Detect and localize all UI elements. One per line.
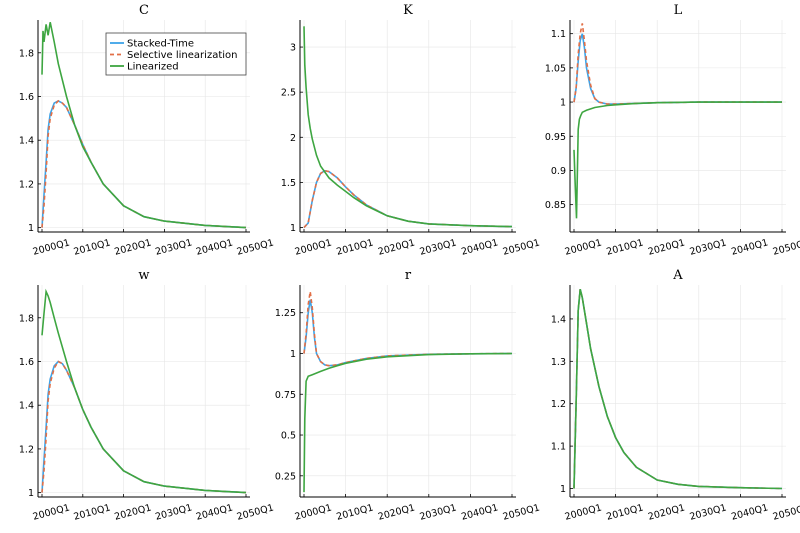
x-tick-label: 2010Q1 <box>73 502 112 522</box>
x-tick-label: 2020Q1 <box>647 502 686 522</box>
y-tick-label: 1.3 <box>551 357 566 368</box>
panel-title: L <box>674 3 683 18</box>
y-tick-label: 1.4 <box>19 136 34 147</box>
x-tick-label: 2020Q1 <box>377 502 416 522</box>
series-line-selective-linearization <box>303 291 513 367</box>
y-tick-label: 1.4 <box>551 314 566 325</box>
series-line-linearized <box>573 289 783 490</box>
legend-entry: Stacked-Time <box>127 39 194 50</box>
x-tick-label: 2050Q1 <box>772 237 800 257</box>
y-tick-label: 1 <box>290 223 296 234</box>
x-tick-label: 2040Q1 <box>730 237 769 257</box>
y-tick-label: 1.2 <box>551 399 566 410</box>
x-tick-label: 2000Q1 <box>564 502 603 522</box>
x-tick-label: 2000Q1 <box>32 502 71 522</box>
y-tick-label: 2.5 <box>281 88 296 99</box>
series-line-linearized <box>573 101 782 219</box>
x-tick-label: 2010Q1 <box>605 237 644 257</box>
y-tick-label: 1.8 <box>19 313 34 324</box>
y-tick-label: 1.05 <box>545 63 566 74</box>
y-tick-label: 1 <box>28 223 34 234</box>
panel-title: w <box>138 268 149 283</box>
panel-title: K <box>403 3 413 18</box>
x-tick-label: 2000Q1 <box>564 237 603 257</box>
x-tick-label: 2040Q1 <box>460 237 499 257</box>
y-tick-label: 1.25 <box>275 308 296 319</box>
x-tick-label: 2020Q1 <box>113 237 152 257</box>
x-tick-label: 2050Q1 <box>236 502 275 522</box>
panel-title: r <box>405 268 412 283</box>
x-tick-label: 2040Q1 <box>460 502 499 522</box>
x-tick-label: 2030Q1 <box>154 502 193 522</box>
x-tick-label: 2020Q1 <box>647 237 686 257</box>
x-tick-label: 2040Q1 <box>195 237 234 257</box>
x-tick-label: 2010Q1 <box>605 502 644 522</box>
y-tick-label: 1.1 <box>551 29 566 40</box>
panel-title: C <box>139 3 149 18</box>
x-tick-label: 2050Q1 <box>236 237 275 257</box>
y-tick-label: 1 <box>560 484 566 495</box>
legend-entry: Linearized <box>127 62 179 73</box>
y-tick-label: 1.8 <box>19 48 34 59</box>
x-tick-label: 2000Q1 <box>32 237 71 257</box>
x-tick-label: 2040Q1 <box>195 502 234 522</box>
x-tick-label: 2030Q1 <box>419 502 458 522</box>
y-tick-label: 1.1 <box>551 442 566 453</box>
panel-r: r 0.25 0.5 0.75 1 1.25 2000Q1 2010Q1 2020Q1 2030Q… <box>275 268 541 523</box>
x-tick-label: 2030Q1 <box>689 237 728 257</box>
series-line-linearized <box>303 352 513 493</box>
series-line-selective-linearization <box>303 169 513 229</box>
y-tick-label: 0.75 <box>275 390 296 401</box>
y-tick-label: 1.2 <box>19 444 34 455</box>
y-tick-label: 1.6 <box>19 92 34 103</box>
x-tick-label: 2010Q1 <box>335 502 374 522</box>
series-line-linearized <box>41 22 247 229</box>
y-tick-label: 1 <box>290 349 296 360</box>
x-tick-label: 2030Q1 <box>419 237 458 257</box>
y-tick-label: 1 <box>28 488 34 499</box>
y-tick-label: 1.2 <box>19 179 34 190</box>
series-line-stacked-time <box>303 169 513 229</box>
x-tick-label: 2000Q1 <box>294 237 333 257</box>
x-tick-label: 2040Q1 <box>730 502 769 522</box>
x-tick-label: 2020Q1 <box>377 237 416 257</box>
x-tick-label: 2000Q1 <box>294 502 333 522</box>
x-tick-label: 2030Q1 <box>154 237 193 257</box>
y-tick-label: 2 <box>290 133 296 144</box>
x-tick-label: 2010Q1 <box>335 237 374 257</box>
y-tick-label: 1 <box>560 98 566 109</box>
series-line-stacked-time <box>573 33 782 105</box>
y-tick-label: 1.4 <box>19 401 34 412</box>
x-tick-label: 2030Q1 <box>689 502 728 522</box>
legend-box <box>105 32 247 76</box>
x-tick-label: 2020Q1 <box>113 502 152 522</box>
y-tick-label: 1.5 <box>281 178 296 189</box>
legend-entry: Selective linearization <box>127 50 237 61</box>
y-tick-label: 0.85 <box>545 200 566 211</box>
x-tick-label: 2050Q1 <box>772 502 800 522</box>
x-tick-label: 2050Q1 <box>502 502 541 522</box>
y-tick-label: 1.6 <box>19 357 34 368</box>
y-tick-label: 0.5 <box>281 431 296 442</box>
panel-K: K 1 1.5 2 2.5 3 2000Q1 2010Q1 2020Q1 2030Q1 2040Q1… <box>281 3 541 258</box>
series-line-selective-linearization <box>573 23 782 105</box>
panel-title: A <box>672 268 683 283</box>
x-tick-label: 2010Q1 <box>73 237 112 257</box>
x-tick-label: 2050Q1 <box>502 237 541 257</box>
y-tick-label: 3 <box>290 43 296 54</box>
y-tick-label: 0.25 <box>275 471 296 482</box>
series-line-linearized <box>303 26 513 228</box>
y-tick-label: 0.95 <box>545 132 566 143</box>
y-tick-label: 0.9 <box>551 166 566 177</box>
series-line-linearized <box>41 288 247 494</box>
